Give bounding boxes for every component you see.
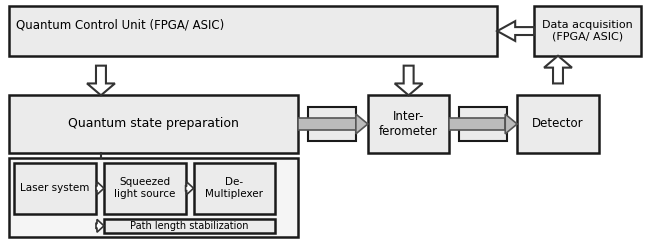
Bar bbox=[298, 118, 356, 130]
Text: Detector: Detector bbox=[532, 118, 584, 131]
Text: Fiber: Fiber bbox=[471, 119, 496, 129]
Polygon shape bbox=[505, 114, 517, 134]
Bar bbox=[9, 6, 497, 56]
Bar bbox=[14, 162, 96, 214]
Bar bbox=[308, 107, 356, 141]
Text: Quantum Control Unit (FPGA/ ASIC): Quantum Control Unit (FPGA/ ASIC) bbox=[16, 18, 224, 31]
Bar bbox=[449, 118, 505, 130]
Bar bbox=[9, 158, 298, 237]
Text: Inter-
ferometer: Inter- ferometer bbox=[379, 110, 438, 138]
Polygon shape bbox=[395, 66, 423, 95]
Text: Quantum state preparation: Quantum state preparation bbox=[68, 118, 239, 131]
Bar bbox=[534, 6, 641, 56]
Polygon shape bbox=[356, 114, 368, 134]
Bar bbox=[104, 219, 275, 233]
Polygon shape bbox=[87, 66, 115, 95]
Text: Squeezed
light source: Squeezed light source bbox=[114, 177, 176, 199]
Polygon shape bbox=[96, 219, 104, 232]
Text: Data acquisition
(FPGA/ ASIC): Data acquisition (FPGA/ ASIC) bbox=[542, 20, 632, 42]
Text: Fiber: Fiber bbox=[319, 119, 344, 129]
Polygon shape bbox=[544, 56, 572, 84]
Polygon shape bbox=[186, 182, 194, 195]
Bar bbox=[517, 95, 599, 153]
Polygon shape bbox=[96, 182, 104, 195]
Bar bbox=[9, 95, 298, 153]
Bar bbox=[194, 162, 275, 214]
Bar bbox=[104, 162, 186, 214]
Text: De-
Multiplexer: De- Multiplexer bbox=[205, 177, 263, 199]
Bar bbox=[368, 95, 449, 153]
Polygon shape bbox=[497, 21, 534, 41]
Text: Laser system: Laser system bbox=[20, 183, 90, 193]
Bar bbox=[460, 107, 507, 141]
Text: Path length stabilization: Path length stabilization bbox=[131, 221, 249, 231]
